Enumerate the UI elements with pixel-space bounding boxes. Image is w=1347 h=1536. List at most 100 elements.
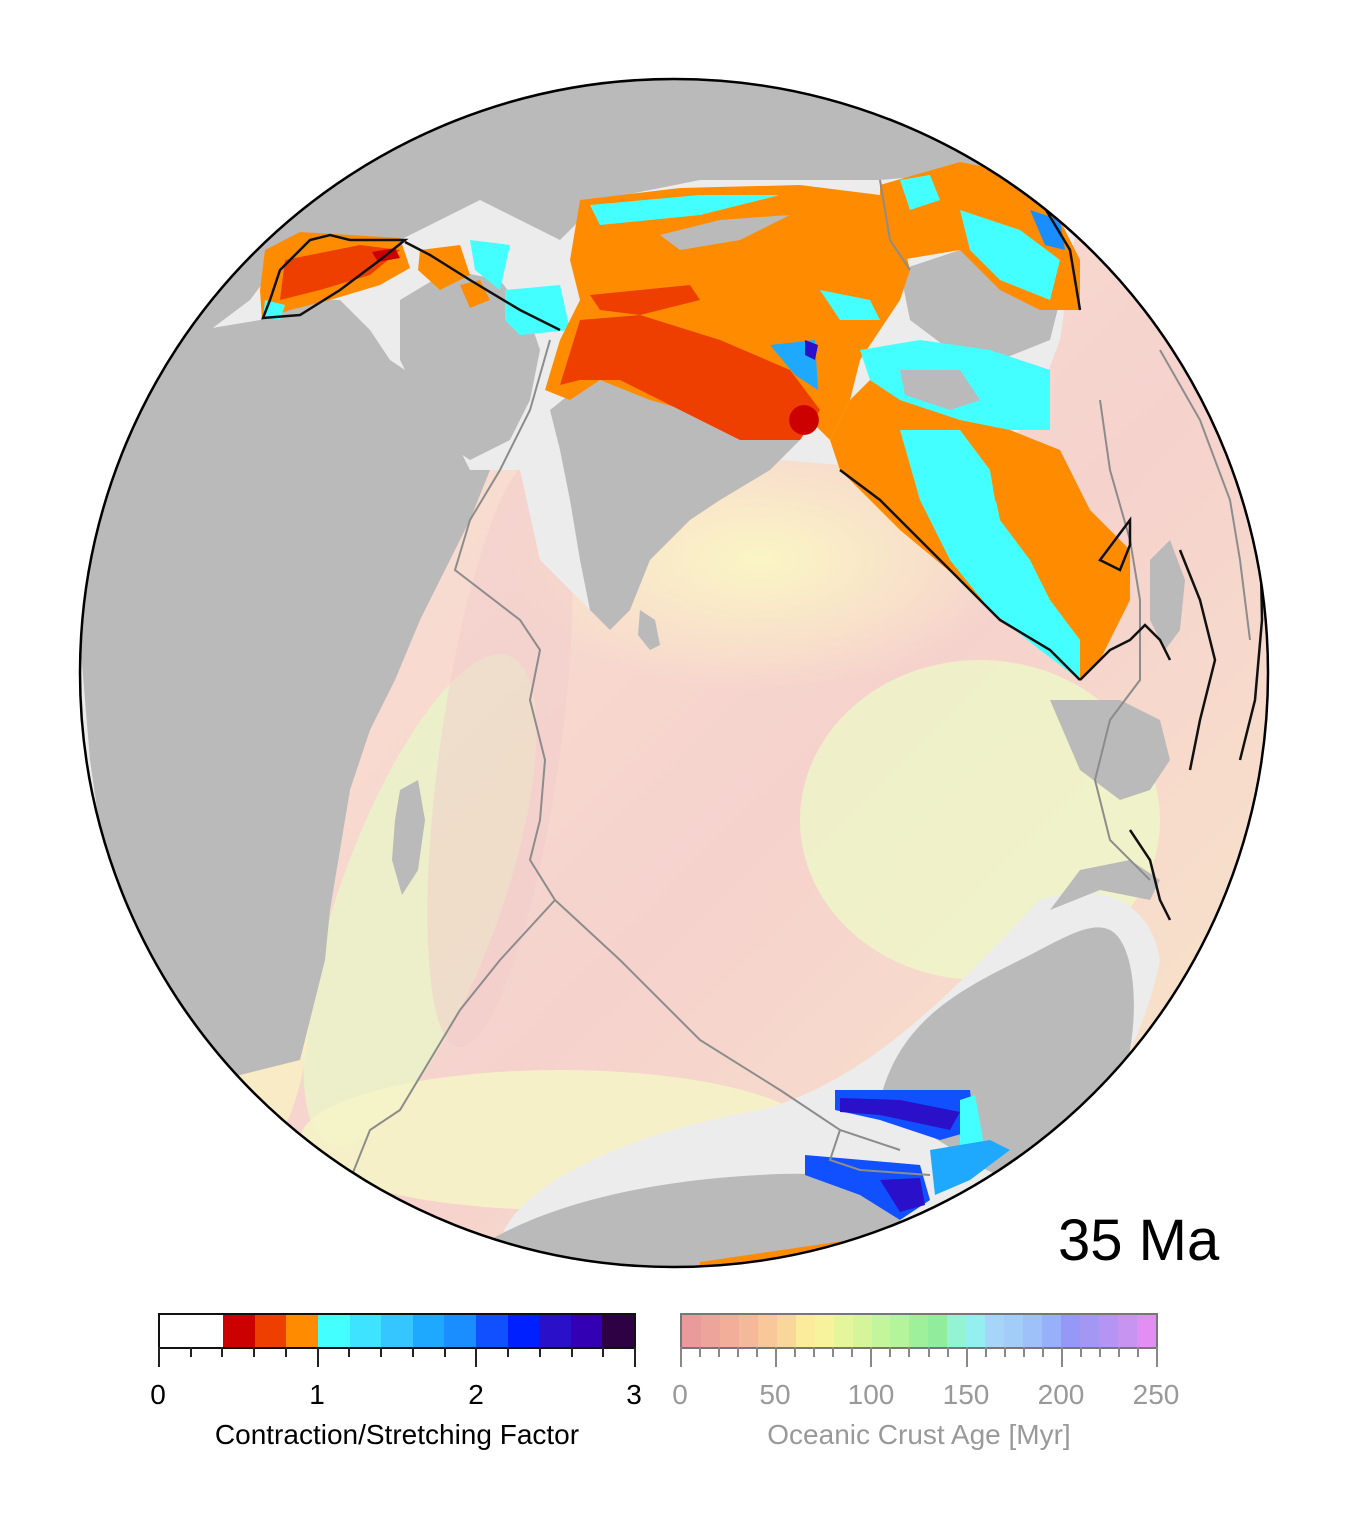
colorbar-tick: [634, 1347, 636, 1367]
colorbar-segment: [1042, 1315, 1062, 1347]
colorbar-oceanic-crust-age-ticks: [680, 1347, 1158, 1367]
colorbar-tick: [984, 1347, 987, 1357]
colorbar-segment: [1061, 1315, 1081, 1347]
colorbar-segment: [160, 1315, 192, 1347]
colorbar-segment: [539, 1315, 571, 1347]
colorbar-tick: [946, 1347, 949, 1357]
colorbar-segment: [602, 1315, 634, 1347]
colorbar-segment: [928, 1315, 948, 1347]
colorbar-contraction-stretching: 0 1 2 3 Contraction/Stretching Factor: [150, 1313, 642, 1449]
colorbar-tick: [284, 1347, 287, 1357]
plate-boundaries: [349, 179, 1251, 1181]
colorbar-tick: [348, 1347, 351, 1357]
colorbar-segment: [1098, 1315, 1118, 1347]
colorbar-tick: [602, 1347, 605, 1357]
colorbar-contraction-stretching-title: Contraction/Stretching Factor: [214, 1419, 580, 1450]
colorbar-segment: [507, 1315, 540, 1347]
colorbar-segment: [1136, 1315, 1156, 1347]
tick-label-200: 200: [1037, 1379, 1085, 1410]
colorbar-tick: [1117, 1347, 1120, 1357]
colorbar-segment: [833, 1315, 853, 1347]
colorbar-tick: [380, 1347, 383, 1357]
colorbar-tick: [1003, 1347, 1006, 1357]
tick-label-50: 50: [759, 1379, 791, 1410]
colorbar-tick: [443, 1347, 446, 1357]
colorbar-segment: [412, 1315, 445, 1347]
colorbar-oceanic-crust-age-title: Oceanic Crust Age [Myr]: [767, 1419, 1071, 1450]
colorbar-tick: [570, 1347, 573, 1357]
colorbar-tick: [680, 1347, 682, 1367]
colorbar-tick: [794, 1347, 797, 1357]
colorbar-tick: [189, 1347, 192, 1357]
colorbar-segment: [757, 1315, 777, 1347]
colorbar-tick: [475, 1347, 478, 1367]
colorbar-segment: [776, 1315, 796, 1347]
colorbar-tick: [538, 1347, 541, 1357]
time-label: 35 Ma: [1058, 1208, 1220, 1273]
colorbar-tick: [737, 1347, 740, 1357]
colorbar-segment: [985, 1315, 1005, 1347]
tick-label-150: 150: [942, 1379, 990, 1410]
colorbar-segment: [719, 1315, 739, 1347]
colorbar-tick: [756, 1347, 759, 1357]
colorbar-tick: [221, 1347, 224, 1357]
colorbar-segment: [254, 1315, 287, 1347]
colorbar-segment: [795, 1315, 815, 1347]
colorbar-segment: [349, 1315, 382, 1347]
continent-africa: [80, 300, 490, 1080]
colorbar-tick: [1098, 1347, 1101, 1357]
colorbar-segment: [286, 1315, 318, 1347]
tick-label-100: 100: [847, 1379, 895, 1410]
colorbar-segment: [570, 1315, 603, 1347]
tick-label-0: 0: [672, 1379, 688, 1410]
colorbar-contraction-stretching-ticks: [158, 1347, 636, 1367]
colorbar-tick: [1041, 1347, 1044, 1357]
colorbar-segment: [871, 1315, 891, 1347]
sri-lanka: [638, 610, 660, 650]
colorbar-tick: [851, 1347, 854, 1357]
colorbar-tick: [813, 1347, 816, 1357]
colorbar-tick: [965, 1347, 968, 1367]
colorbar-tick: [908, 1347, 911, 1357]
globe-map: [78, 77, 1270, 1269]
colorbar-tick: [507, 1347, 510, 1357]
colorbar-segment: [700, 1315, 720, 1347]
colorbar-segment: [852, 1315, 872, 1347]
colorbar-tick: [775, 1347, 778, 1367]
colorbar-tick: [927, 1347, 930, 1357]
tick-label-0: 0: [150, 1379, 166, 1410]
colorbar-tick: [1156, 1347, 1158, 1367]
colorbar-segment: [444, 1315, 476, 1347]
colorbar-segment: [1080, 1315, 1099, 1347]
colorbar-oceanic-crust-age-bar: [680, 1313, 1158, 1349]
colorbar-oceanic-crust-age: 0 50 100 150 200 250 Oceanic Crust Age […: [672, 1313, 1179, 1449]
colorbar-tick: [1079, 1347, 1082, 1357]
tick-label-2: 2: [468, 1379, 484, 1410]
colorbar-tick: [832, 1347, 835, 1357]
colorbar-segment: [814, 1315, 834, 1347]
colorbar-tick: [870, 1347, 873, 1367]
globe-outline: [78, 77, 1270, 1269]
colorbar-tick: [411, 1347, 414, 1357]
colorbar-tick: [316, 1347, 319, 1367]
colorbar-segment: [947, 1315, 967, 1347]
madagascar: [392, 780, 425, 895]
colorbar-segment: [909, 1315, 929, 1347]
colorbar-segment: [890, 1315, 910, 1347]
colorbar-segment: [475, 1315, 508, 1347]
colorbar-segment: [1004, 1315, 1024, 1347]
colorbar-tick: [1060, 1347, 1063, 1367]
colorbar-segment: [966, 1315, 986, 1347]
colorbar-tick: [1136, 1347, 1139, 1357]
colorbar-tick: [253, 1347, 256, 1357]
tick-label-3: 3: [626, 1379, 642, 1410]
colorbar-segment: [1117, 1315, 1137, 1347]
tick-label-250: 250: [1132, 1379, 1180, 1410]
colorbar-segment: [1023, 1315, 1043, 1347]
colorbar-tick: [1022, 1347, 1025, 1357]
colorbar-segment: [317, 1315, 350, 1347]
tick-label-1: 1: [309, 1379, 325, 1410]
colorbar-segment: [738, 1315, 758, 1347]
colorbar-tick: [158, 1347, 160, 1367]
colorbar-tick: [718, 1347, 721, 1357]
